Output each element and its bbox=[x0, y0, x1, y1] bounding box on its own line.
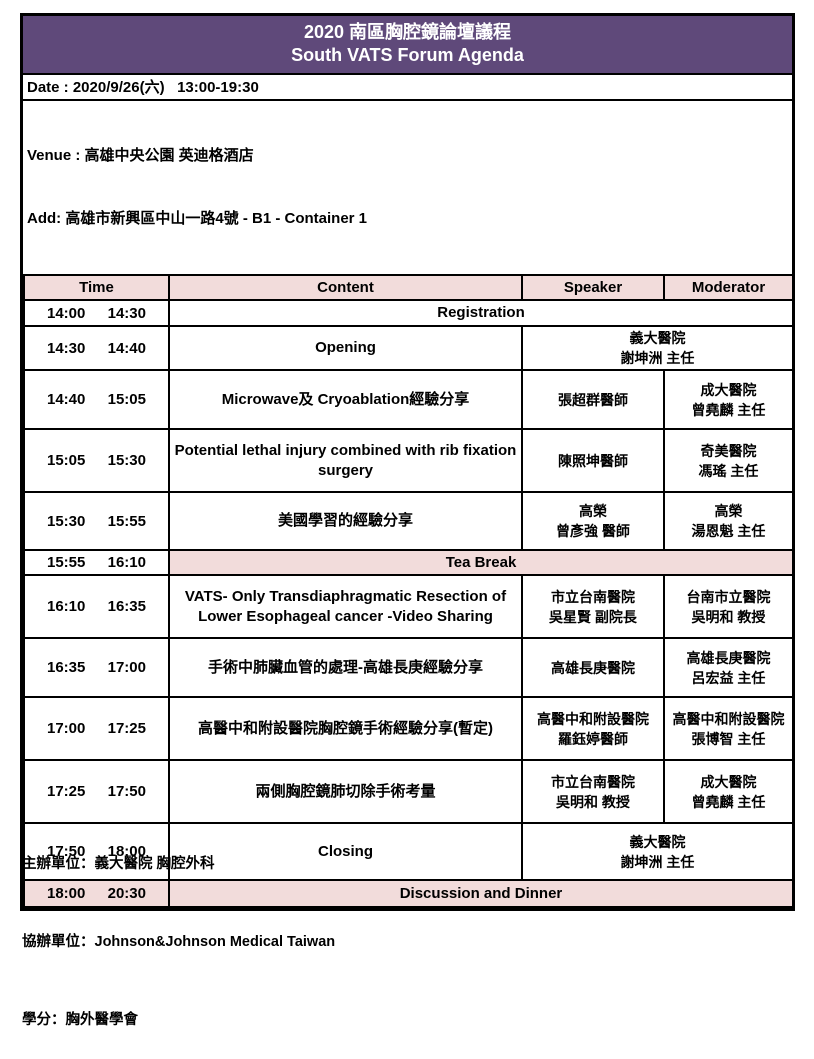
date-row: Date : 2020/9/26(六) 13:00-19:30 bbox=[23, 75, 792, 101]
venue-line: Venue : 高雄中央公園 英迪格酒店 bbox=[27, 147, 254, 164]
content-cell: Microwave及 Cryoablation經驗分享 bbox=[168, 369, 523, 430]
organizer-line: 主辦單位：義大醫院 胸腔外科 bbox=[22, 856, 215, 872]
content-cell: VATS- Only Transdiaphragmatic Resection … bbox=[168, 574, 523, 639]
page-title-zh: 2020 南區胸腔鏡論壇議程 bbox=[303, 22, 512, 42]
time-cell: 17:00 17:25 bbox=[23, 696, 170, 761]
table-row: 17:00 17:25 高醫中和附設醫院胸腔鏡手術經驗分享(暫定) 高醫中和附設醫… bbox=[23, 696, 794, 761]
speaker-cell: 陳照坤醫師 bbox=[521, 428, 665, 493]
moderator-cell: 奇美醫院 馮瑤 主任 bbox=[663, 428, 794, 493]
speaker-cell: 張超群醫師 bbox=[521, 369, 665, 430]
moderator-cell: 台南市立醫院 吳明和 教授 bbox=[663, 574, 794, 639]
speaker-cell: 市立台南醫院 吳星賢 副院長 bbox=[521, 574, 665, 639]
table-row-registration: 14:00 14:30 Registration bbox=[23, 299, 794, 327]
merged-content-cell: Tea Break bbox=[168, 549, 794, 576]
moderator-cell: 高雄長庚醫院 呂宏益 主任 bbox=[663, 637, 794, 698]
time-cell: 15:30 15:55 bbox=[23, 491, 170, 551]
end-time: 14:30 bbox=[107, 304, 146, 322]
header-row: Time Content Speaker Moderator bbox=[23, 274, 794, 301]
start-time: 15:05 bbox=[47, 452, 86, 469]
time-cell: 15:55 16:10 bbox=[23, 549, 170, 576]
speaker-cell: 市立台南醫院 吳明和 教授 bbox=[521, 759, 665, 824]
address-line: Add: 高雄市新興區中山一路4號 - B1 - Container 1 bbox=[27, 210, 368, 227]
page-title-en: South VATS Forum Agenda bbox=[291, 45, 524, 65]
merged-speaker-moderator-cell: 義大醫院 謝坤洲 主任 bbox=[521, 822, 794, 881]
start-time: 16:10 bbox=[47, 598, 86, 615]
time-cell: 14:40 15:05 bbox=[23, 369, 170, 430]
time-cell: 14:00 14:30 bbox=[23, 299, 170, 327]
co-organizer-line: 協辦單位：Johnson&Johnson Medical Taiwan bbox=[22, 934, 336, 950]
start-time: 14:30 bbox=[47, 339, 86, 357]
moderator-cell: 高榮 湯恩魁 主任 bbox=[663, 491, 794, 551]
end-time: 17:00 bbox=[107, 659, 146, 676]
page-footer: 主辦單位：義大醫院 胸腔外科 協辦單位：Johnson&Johnson Medi… bbox=[22, 799, 335, 1059]
start-time: 14:00 bbox=[47, 304, 86, 322]
speaker-cell: 高醫中和附設醫院 羅鈺婷醫師 bbox=[521, 696, 665, 761]
end-time: 15:30 bbox=[107, 452, 146, 469]
moderator-cell: 成大醫院 曾堯麟 主任 bbox=[663, 759, 794, 824]
time-cell: 15:05 15:30 bbox=[23, 428, 170, 493]
agenda-table: Time Content Speaker Moderator 14:00 14:3… bbox=[23, 274, 794, 908]
content-cell: Potential lethal injury combined with ri… bbox=[168, 428, 523, 493]
merged-content-cell: Registration bbox=[168, 299, 794, 327]
time-cell: 16:10 16:35 bbox=[23, 574, 170, 639]
moderator-cell: 高醫中和附設醫院 張博智 主任 bbox=[663, 696, 794, 761]
end-time: 14:40 bbox=[107, 339, 146, 357]
content-cell: 美國學習的經驗分享 bbox=[168, 491, 523, 551]
page: { "banner": { "title_zh": "2020 南區胸腔鏡論壇議… bbox=[20, 13, 795, 1028]
start-time: 14:40 bbox=[47, 391, 86, 408]
start-time: 15:30 bbox=[47, 512, 86, 530]
table-row-opening: 14:30 14:40 Opening 義大醫院 謝坤洲 主任 bbox=[23, 325, 794, 371]
end-time: 16:35 bbox=[107, 598, 146, 615]
table-row: 15:05 15:30 Potential lethal injury combi… bbox=[23, 428, 794, 493]
speaker-cell: 高雄長庚醫院 bbox=[521, 637, 665, 698]
time-cell: 14:30 14:40 bbox=[23, 325, 170, 371]
end-time: 18:00 bbox=[107, 843, 146, 860]
title-banner: 2020 南區胸腔鏡論壇議程 South VATS Forum Agenda bbox=[23, 16, 792, 75]
table-row: 16:10 16:35 VATS- Only Transdiaphragmatic… bbox=[23, 574, 794, 639]
start-time: 17:50 bbox=[47, 843, 86, 860]
col-header-content: Content bbox=[168, 274, 523, 301]
start-time: 15:55 bbox=[47, 554, 86, 571]
content-cell: 高醫中和附設醫院胸腔鏡手術經驗分享(暫定) bbox=[168, 696, 523, 761]
merged-speaker-moderator-cell: 義大醫院 謝坤洲 主任 bbox=[521, 325, 794, 371]
content-cell: 兩側胸腔鏡肺切除手術考量 bbox=[168, 759, 523, 824]
start-time: 16:35 bbox=[47, 659, 86, 676]
end-time: 15:55 bbox=[107, 512, 146, 530]
table-row: 17:25 17:50 兩側胸腔鏡肺切除手術考量 市立台南醫院 吳明和 教授 成大… bbox=[23, 759, 794, 824]
agenda-document: 2020 南區胸腔鏡論壇議程 South VATS Forum Agenda D… bbox=[20, 13, 795, 911]
speaker-cell: 高榮 曾彥強 醫師 bbox=[521, 491, 665, 551]
col-header-speaker: Speaker bbox=[521, 274, 665, 301]
table-row: 16:35 17:00 手術中肺臟血管的處理-高雄長庚經驗分享 高雄長庚醫院 高雄… bbox=[23, 637, 794, 698]
start-time: 17:25 bbox=[47, 783, 86, 800]
venue-row: Venue : 高雄中央公園 英迪格酒店 Add: 高雄市新興區中山一路4號 -… bbox=[23, 101, 792, 274]
col-header-moderator: Moderator bbox=[663, 274, 794, 301]
table-row-tea-break: 15:55 16:10 Tea Break bbox=[23, 549, 794, 576]
start-time: 17:00 bbox=[47, 720, 86, 737]
time-cell: 17:25 17:50 bbox=[23, 759, 170, 824]
end-time: 17:50 bbox=[107, 783, 146, 800]
col-header-time: Time bbox=[23, 274, 170, 301]
content-cell: 手術中肺臟血管的處理-高雄長庚經驗分享 bbox=[168, 637, 523, 698]
content-cell: Opening bbox=[168, 325, 523, 371]
table-row: 15:30 15:55 美國學習的經驗分享 高榮 曾彥強 醫師 高榮 湯恩魁 主任 bbox=[23, 491, 794, 551]
time-cell: 16:35 17:00 bbox=[23, 637, 170, 698]
table-row: 14:40 15:05 Microwave及 Cryoablation經驗分享 張… bbox=[23, 369, 794, 430]
credit-line: 學分：胸外醫學會 bbox=[22, 1012, 138, 1028]
end-time: 16:10 bbox=[107, 554, 146, 571]
end-time: 15:05 bbox=[107, 391, 146, 408]
end-time: 17:25 bbox=[107, 720, 146, 737]
moderator-cell: 成大醫院 曾堯麟 主任 bbox=[663, 369, 794, 430]
